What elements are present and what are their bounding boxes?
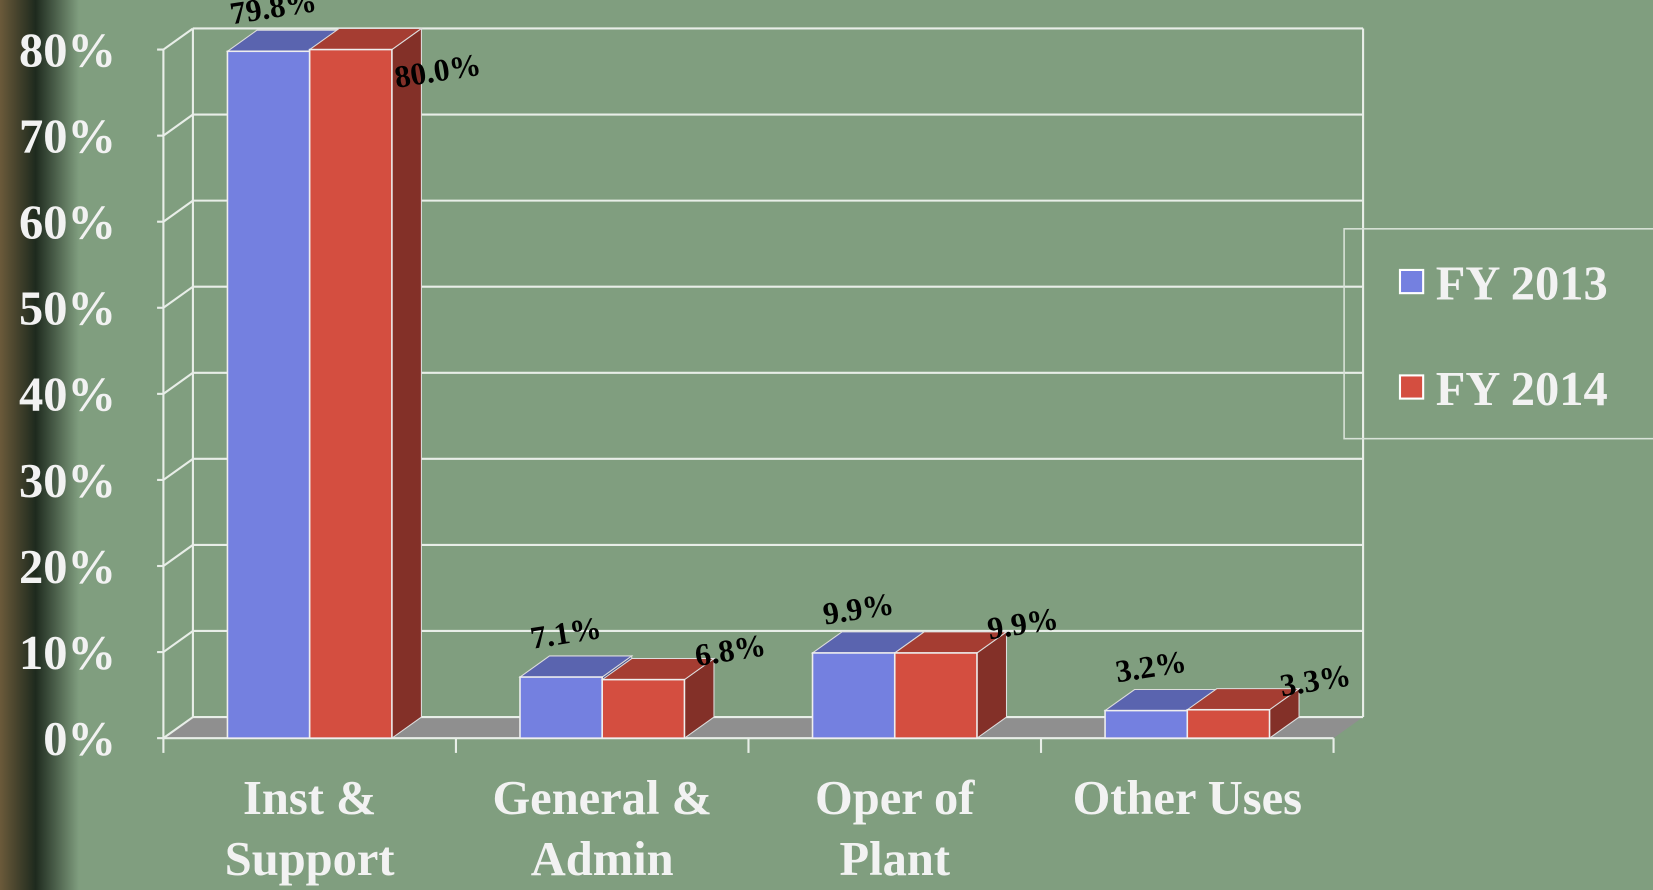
x-tick-label: General & Admin (492, 770, 712, 886)
bar (601, 678, 686, 739)
y-tick-label: 80% (19, 24, 116, 77)
grid-line-side (162, 285, 194, 309)
y-tick-label: 60% (19, 197, 116, 250)
bar-side (391, 27, 422, 740)
y-tick-label: 30% (19, 455, 116, 508)
bar (1186, 708, 1271, 739)
bar-3d (308, 27, 424, 740)
y-tick-label: 20% (19, 541, 116, 594)
y-tick-label: 10% (19, 627, 116, 680)
legend-swatch (1398, 374, 1425, 400)
bar-3d (1185, 687, 1301, 740)
grid-line-side (162, 544, 194, 567)
data-label: 3.3% (1277, 658, 1353, 704)
data-label: 79.8% (228, 0, 319, 31)
data-label: 3.2% (1113, 644, 1189, 690)
data-label: 6.8% (692, 627, 768, 673)
legend-swatch (1398, 268, 1425, 295)
bar (893, 652, 978, 739)
data-label: 9.9% (820, 586, 896, 632)
y-tick-label: 50% (19, 283, 116, 336)
bar-3d (600, 657, 716, 740)
x-tick-label: Inst & Support (224, 770, 395, 886)
legend-box (1343, 228, 1653, 440)
bar (226, 50, 311, 739)
grid-line-side (162, 371, 194, 395)
side-decoration (0, 0, 80, 890)
bar (308, 48, 393, 739)
bar (811, 652, 896, 739)
grid-line-side (162, 716, 194, 740)
y-tick-label: 40% (19, 369, 116, 422)
bar (1104, 709, 1189, 739)
data-label: 7.1% (528, 610, 604, 656)
y-tick-label: 70% (19, 111, 116, 164)
grid-line-side (162, 113, 194, 137)
bar-3d (518, 654, 634, 740)
x-tick-label: Oper of Plant (815, 770, 975, 886)
legend-label: FY 2013 (1436, 257, 1608, 310)
legend-label: FY 2014 (1436, 363, 1608, 416)
bar (519, 676, 604, 739)
y-tick-label: 0% (43, 713, 116, 766)
floor (163, 717, 1364, 739)
grid-line-side (162, 457, 194, 481)
bar-3d (893, 630, 1009, 740)
grid-line-side (162, 630, 194, 653)
data-label: 9.9% (985, 601, 1061, 647)
x-tick-label: Other Uses (1072, 770, 1303, 825)
grid-line-side (162, 27, 194, 51)
grid-line-side (162, 199, 194, 223)
